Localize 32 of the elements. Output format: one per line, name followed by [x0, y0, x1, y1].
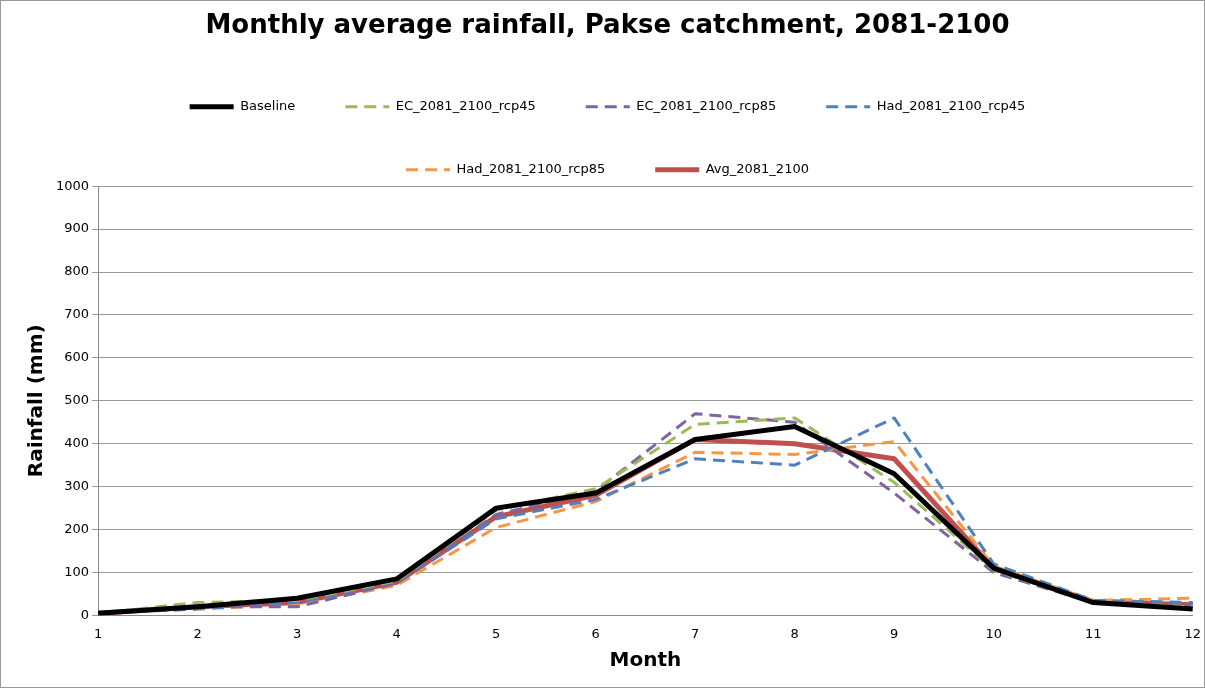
x-tick-label: 7 [691, 625, 700, 641]
y-tick-label: 600 [64, 349, 90, 365]
x-tick-label: 8 [790, 625, 799, 641]
x-tick-label: 5 [492, 625, 501, 641]
x-tick-label: 6 [591, 625, 600, 641]
y-tick-label: 300 [64, 478, 90, 494]
y-tick-label: 500 [64, 392, 90, 408]
x-tick-label: 3 [292, 625, 302, 641]
x-tick-label: 2 [193, 625, 202, 641]
chart-title: Monthly average rainfall, Pakse catchment, 2081-2100 [205, 9, 1010, 40]
legend-label: Had_2081_2100_rcp85 [456, 161, 606, 177]
y-tick-label: 400 [64, 435, 90, 451]
x-tick-label: 1 [93, 625, 103, 641]
legend-label: Avg_2081_2100 [705, 161, 809, 177]
y-tick-label: 700 [64, 306, 90, 322]
y-tick-label: 1000 [55, 177, 90, 193]
y-tick-label: 100 [64, 563, 90, 579]
y-tick-label: 800 [64, 263, 90, 279]
x-tick-label: 10 [985, 625, 1002, 641]
x-tick-label: 12 [1184, 625, 1201, 641]
legend-label: Had_2081_2100_rcp45 [876, 98, 1026, 114]
legend-label: Baseline [240, 98, 296, 114]
x-axis-title: Month [609, 647, 682, 672]
y-tick-label: 200 [64, 520, 90, 536]
y-tick-label: 0 [80, 606, 90, 622]
y-axis-title: Rainfall (mm) [23, 324, 48, 478]
legend-label: EC_2081_2100_rcp45 [395, 98, 536, 114]
x-tick-label: 4 [392, 625, 401, 641]
x-tick-label: 9 [890, 625, 899, 641]
y-tick-label: 900 [64, 220, 90, 236]
x-tick-label: 11 [1084, 625, 1102, 641]
legend-label: EC_2081_2100_rcp85 [636, 98, 777, 114]
